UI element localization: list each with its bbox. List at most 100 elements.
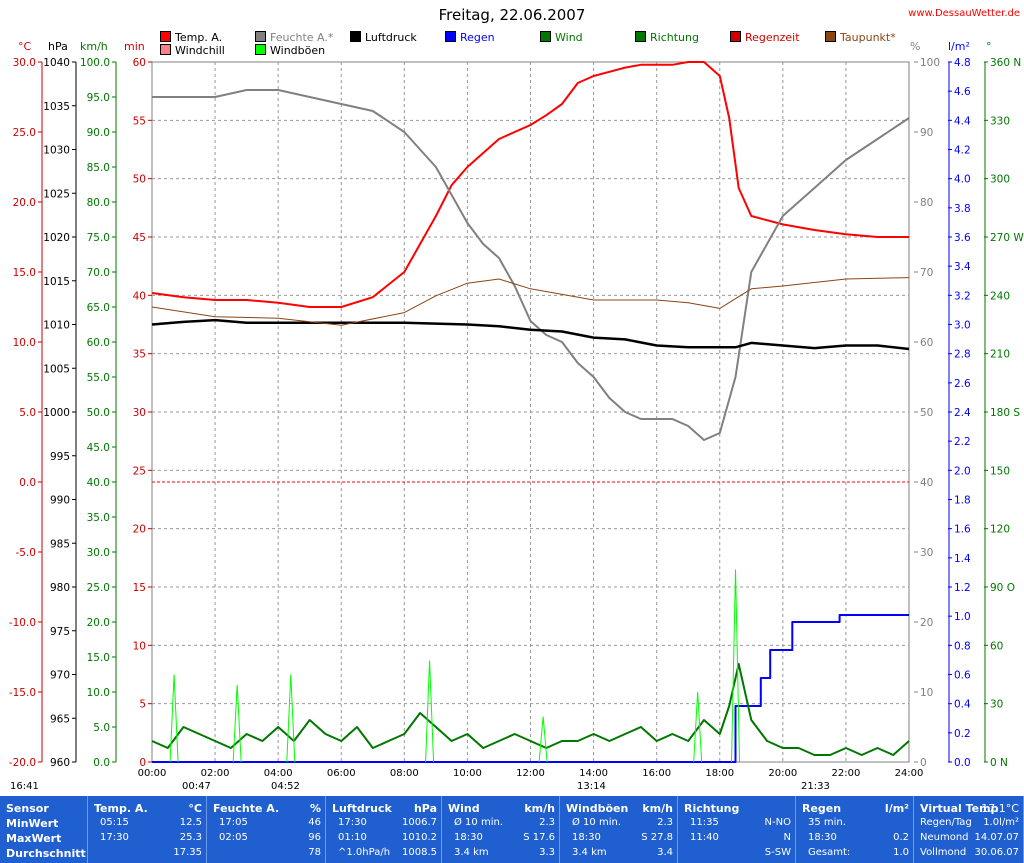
humidity-tick-label: 40 bbox=[920, 477, 933, 489]
pressure-tick-label: 1015 bbox=[43, 276, 70, 288]
rain-tick-label: 2.6 bbox=[954, 378, 971, 390]
stats-value: 3.3 bbox=[539, 847, 555, 858]
rain-unit: l/m² bbox=[948, 40, 970, 53]
min-tick-label: 0 bbox=[139, 757, 146, 769]
stats-time: Ø 10 min. bbox=[572, 817, 621, 828]
x-tick-label: 18:00 bbox=[705, 768, 734, 779]
wind-tick-label: 30.0 bbox=[87, 547, 110, 559]
legend-label: Taupunkt* bbox=[840, 31, 896, 44]
direction-tick-label: 300 bbox=[990, 174, 1010, 186]
temp-tick-label: -15.0 bbox=[9, 687, 36, 699]
min-tick-label: 25 bbox=[133, 465, 146, 477]
x-tick-label: 10:00 bbox=[453, 768, 482, 779]
series-temp-a bbox=[151, 61, 909, 308]
rain-tick-label: 2.2 bbox=[954, 436, 971, 448]
stats-column: Windböen km/h Ø 10 min. 2.3 18:30 S 27.8 3.4 k… bbox=[560, 796, 678, 863]
stats-column: Richtung 11:35 N-NO 11:40 N S-SW bbox=[678, 796, 796, 863]
pressure-tick-label: 995 bbox=[50, 451, 70, 463]
stats-header-unit: hPa bbox=[413, 802, 437, 815]
wind-tick-label: 35.0 bbox=[87, 512, 110, 524]
temp-tick-label: 30.0 bbox=[13, 57, 36, 69]
rain-tick-label: 1.0 bbox=[954, 611, 971, 623]
stats-time: 3.4 km bbox=[454, 847, 489, 858]
rain-tick-label: 4.4 bbox=[954, 115, 971, 127]
min-tick-label: 50 bbox=[133, 174, 146, 186]
rain-tick-label: 0.6 bbox=[954, 670, 971, 682]
pressure-tick-label: 1040 bbox=[43, 57, 70, 69]
direction-tick-label: 180 S bbox=[990, 407, 1020, 419]
legend-label: Windböen bbox=[270, 44, 326, 57]
stats-header: Windböen bbox=[566, 802, 629, 815]
stats-row-label: Durchschnitt bbox=[6, 847, 86, 860]
rain-tick-label: 3.4 bbox=[954, 261, 971, 273]
legend-swatch bbox=[255, 44, 266, 55]
rain-tick-label: 2.4 bbox=[954, 407, 971, 419]
rain-tick-label: 1.4 bbox=[954, 553, 971, 565]
stats-time: 18:30 bbox=[454, 832, 483, 843]
temp-tick-label: 10.0 bbox=[13, 337, 36, 349]
rain-tick-label: 3.6 bbox=[954, 232, 971, 244]
x-tick-label: 16:00 bbox=[642, 768, 671, 779]
rain-tick-label: 4.8 bbox=[954, 57, 971, 69]
pressure-tick-label: 1025 bbox=[43, 188, 70, 200]
pressure-tick-label: 965 bbox=[50, 713, 70, 725]
wind-tick-label: 5.0 bbox=[93, 722, 110, 734]
rain-tick-label: 3.2 bbox=[954, 290, 971, 302]
temp-tick-label: -5.0 bbox=[16, 547, 37, 559]
stats-value: N-NO bbox=[764, 817, 791, 828]
min-unit: min bbox=[124, 40, 145, 53]
legend-label: Feuchte A.* bbox=[270, 31, 334, 44]
humidity-tick-label: 30 bbox=[920, 547, 933, 559]
stats-value: 12.5 bbox=[179, 817, 202, 828]
stats-value: 3.4 bbox=[657, 847, 673, 858]
stats-time: 17:05 bbox=[219, 817, 248, 828]
stats-header-unit: l/m² bbox=[884, 802, 909, 815]
min-tick-label: 20 bbox=[133, 524, 146, 536]
legend-item: Regenzeit bbox=[730, 31, 800, 44]
legend-item: Luftdruck bbox=[350, 31, 417, 44]
stats-time: 11:35 bbox=[690, 817, 719, 828]
x-tick-label: 04:00 bbox=[264, 768, 293, 779]
windboeen-spike bbox=[538, 716, 548, 763]
stats-header: Virtual Temp bbox=[920, 802, 999, 815]
stats-time: Vollmond bbox=[920, 847, 967, 858]
legend-swatch bbox=[160, 31, 171, 42]
temp-tick-label: 0.0 bbox=[19, 477, 36, 489]
stats-header: Sensor bbox=[6, 802, 49, 815]
stats-time: Gesamt: bbox=[808, 847, 851, 858]
humidity-tick-label: 90 bbox=[920, 127, 933, 139]
legend-label: Temp. A. bbox=[175, 31, 223, 44]
pressure-tick-label: 990 bbox=[50, 495, 70, 507]
stats-value: 0.2 bbox=[893, 832, 909, 843]
legend-label: Regenzeit bbox=[745, 31, 800, 44]
min-tick-label: 45 bbox=[133, 232, 146, 244]
direction-tick-label: 240 bbox=[990, 290, 1010, 302]
pressure-tick-label: 1000 bbox=[43, 407, 70, 419]
x-tick-label: 14:00 bbox=[579, 768, 608, 779]
wind-tick-label: 65.0 bbox=[87, 302, 110, 314]
wind-tick-label: 100.0 bbox=[80, 57, 110, 69]
x-tick-label: 08:00 bbox=[390, 768, 419, 779]
moonset-time: 13:14 bbox=[577, 781, 606, 792]
stats-value: 2.3 bbox=[657, 817, 673, 828]
rain-tick-label: 4.6 bbox=[954, 86, 971, 98]
sunset-time: 21:33 bbox=[801, 781, 830, 792]
legend-item: Wind bbox=[540, 31, 583, 44]
pressure-tick-label: 1010 bbox=[43, 320, 70, 332]
x-tick-label: 02:00 bbox=[201, 768, 230, 779]
site-link[interactable]: www.DessauWetter.de bbox=[908, 8, 1020, 19]
legend-item: Richtung bbox=[635, 31, 699, 44]
rain-tick-label: 0.4 bbox=[954, 699, 971, 711]
legend-swatch bbox=[350, 31, 361, 42]
stats-header-unit: 17.1°C bbox=[981, 802, 1019, 815]
stats-value: 25.3 bbox=[179, 832, 202, 843]
legend-swatch bbox=[635, 31, 646, 42]
stats-value: S 27.8 bbox=[641, 832, 673, 843]
stats-header-unit: km/h bbox=[642, 802, 673, 815]
direction-tick-label: 210 bbox=[990, 349, 1010, 361]
series-feuchte-a bbox=[152, 89, 910, 441]
legend-label: Regen bbox=[460, 31, 495, 44]
stats-value: 96 bbox=[308, 832, 321, 843]
legend-label: Luftdruck bbox=[365, 31, 417, 44]
legend-swatch bbox=[730, 31, 741, 42]
